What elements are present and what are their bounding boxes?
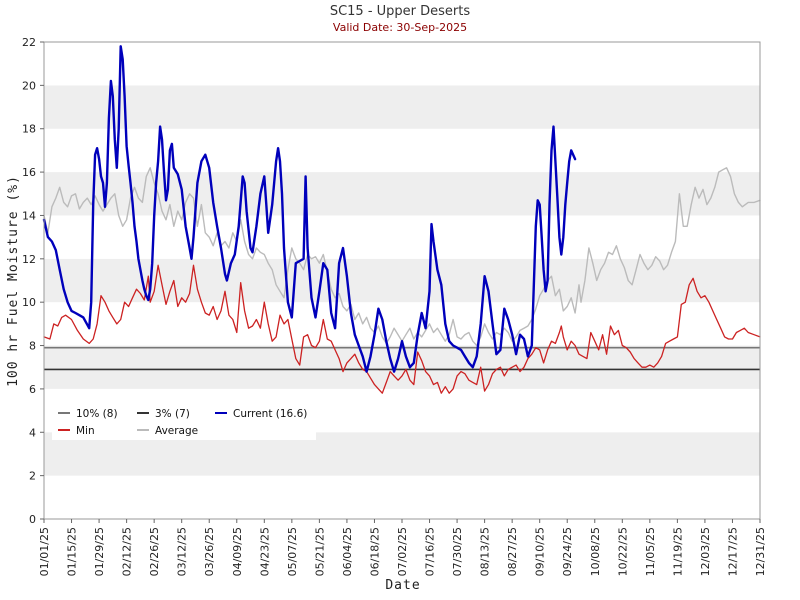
series-line-min <box>43 264 761 394</box>
legend-box <box>52 404 316 440</box>
grid-band <box>44 42 760 86</box>
grid-band <box>44 128 760 173</box>
legend: 10% (8) 3% (7) Current (16.6) Min Average <box>52 404 316 440</box>
x-tick-label: 05/21/25 <box>313 527 326 576</box>
x-tick-label: 09/24/25 <box>561 527 574 576</box>
grid-band <box>44 215 760 259</box>
series-lines <box>42 45 761 394</box>
x-tick-label: 10/08/25 <box>589 527 602 576</box>
x-tick-label: 08/13/25 <box>479 527 492 576</box>
x-tick-label: 06/04/25 <box>341 527 354 576</box>
x-tick-label: 01/29/25 <box>93 527 106 576</box>
legend-label: 10% (8) <box>76 408 118 420</box>
chart-subtitle: Valid Date: 30-Sep-2025 <box>333 21 467 34</box>
y-tick-label: 2 <box>29 470 36 483</box>
x-tick-label: 08/27/25 <box>506 527 519 576</box>
y-tick-label: 12 <box>22 253 36 266</box>
y-tick-label: 22 <box>22 36 36 49</box>
y-tick-label: 16 <box>22 166 36 179</box>
grid-band <box>44 302 760 346</box>
x-tick-label: 04/09/25 <box>231 527 244 576</box>
grid-band <box>44 475 760 519</box>
x-axis-ticks: 01/01/25 01/15/25 01/29/25 02/12/25 02/26/25… <box>38 519 767 576</box>
x-tick-label: 12/17/25 <box>726 527 739 576</box>
y-tick-label: 6 <box>29 383 36 396</box>
y-axis-label: 100 hr Fuel Moisture (%) <box>6 175 21 387</box>
x-tick-label: 04/23/25 <box>258 527 271 576</box>
x-tick-label: 07/16/25 <box>424 527 437 576</box>
x-axis-label: Date <box>385 578 420 593</box>
x-tick-label: 09/10/25 <box>534 527 547 576</box>
x-tick-label: 02/26/25 <box>148 527 161 576</box>
x-tick-label: 01/01/25 <box>38 527 51 576</box>
x-tick-label: 11/19/25 <box>671 527 684 576</box>
legend-label: Average <box>155 425 198 437</box>
x-tick-label: 06/18/25 <box>368 527 381 576</box>
x-tick-label: 05/07/25 <box>286 527 299 576</box>
y-tick-label: 8 <box>29 340 36 353</box>
y-tick-label: 4 <box>29 426 36 439</box>
threshold-lines <box>44 346 760 371</box>
legend-label: 3% (7) <box>155 408 190 420</box>
legend-label: Current (16.6) <box>233 408 307 420</box>
chart-title: SC15 - Upper Deserts <box>330 4 471 19</box>
x-tick-label: 02/12/25 <box>121 527 134 576</box>
y-tick-label: 10 <box>22 296 36 309</box>
x-tick-label: 07/02/25 <box>396 527 409 576</box>
x-tick-label: 03/26/25 <box>203 527 216 576</box>
x-tick-label: 01/15/25 <box>66 527 79 576</box>
grid-band <box>44 172 760 216</box>
y-tick-label: 14 <box>22 209 36 222</box>
x-tick-label: 11/05/25 <box>644 527 657 576</box>
y-tick-label: 0 <box>29 513 36 526</box>
y-axis-ticks: 0 2 4 6 8 10 12 14 16 18 20 22 <box>22 36 44 526</box>
x-tick-label: 07/30/25 <box>451 527 464 576</box>
x-tick-label: 03/12/25 <box>176 527 189 576</box>
legend-label: Min <box>76 425 95 437</box>
series-line-current <box>42 45 577 373</box>
x-tick-label: 12/31/25 <box>754 527 767 576</box>
x-tick-label: 10/22/25 <box>616 527 629 576</box>
grid-band <box>44 345 760 389</box>
series-line-average <box>43 167 761 347</box>
x-tick-label: 12/03/25 <box>699 527 712 576</box>
grid-band <box>44 258 760 303</box>
y-tick-label: 18 <box>22 123 36 136</box>
grid-band <box>44 85 760 129</box>
y-tick-label: 20 <box>22 79 36 92</box>
